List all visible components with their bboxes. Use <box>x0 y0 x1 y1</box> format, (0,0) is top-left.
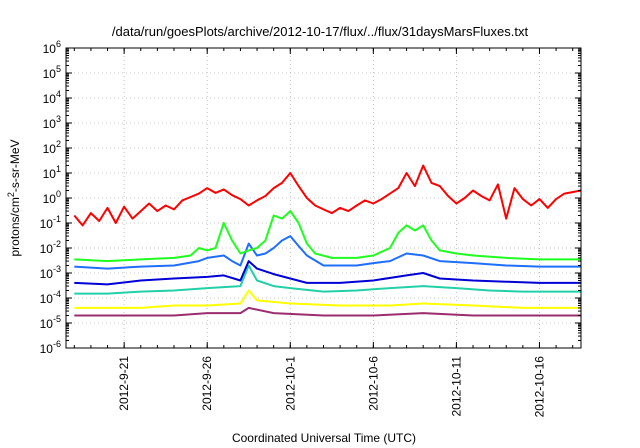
y-tick-label: 104 <box>43 89 61 106</box>
y-tick-label: 10-2 <box>40 239 61 256</box>
y-tick-label: 105 <box>43 64 61 81</box>
chart-title: /data/run/goesPlots/archive/2012-10-17/f… <box>112 24 529 39</box>
series-line <box>73 164 582 227</box>
y-tick-label: 102 <box>43 139 61 156</box>
y-tick-label: 10-1 <box>40 214 61 231</box>
y-axis-label: protons/cm2-s-sr-MeV <box>6 139 22 256</box>
y-tick-label: 10-3 <box>40 264 61 281</box>
series-line <box>74 264 581 295</box>
y-tick-label: 101 <box>43 164 61 181</box>
y-tick-label: 103 <box>43 114 61 131</box>
x-tick-label: 2012-10-11 <box>449 356 463 417</box>
series-line <box>74 289 581 309</box>
series-line <box>74 306 581 317</box>
x-tick-label: 2012-9-26 <box>200 356 214 411</box>
y-axis-label-rest: -s-sr-MeV <box>8 139 22 192</box>
x-axis-label: Coordinated Universal Time (UTC) <box>232 431 416 445</box>
y-tick-label: 10-6 <box>40 339 61 356</box>
y-tick-label: 106 <box>43 39 61 56</box>
x-ticks: 2012-9-21 2012-9-26 2012-10-1 2012-10-6 2012… <box>73 48 574 418</box>
x-tick-label: 2012-10-16 <box>532 356 546 418</box>
x-tick-label: 2012-10-6 <box>366 356 380 411</box>
series-line <box>74 235 581 270</box>
series-line <box>74 260 581 286</box>
y-tick-label: 100 <box>43 189 61 206</box>
y-axis-label-exponent: 2 <box>6 192 16 197</box>
y-axis-label-unit: protons/cm <box>8 197 22 256</box>
series-line <box>74 210 581 263</box>
y-tick-label: 10-5 <box>40 314 61 331</box>
x-tick-label: 2012-9-21 <box>117 356 131 411</box>
plot-series <box>73 164 582 317</box>
x-tick-label: 2012-10-1 <box>283 356 297 411</box>
y-ticks: 10-6 10-5 10-4 10-3 10-2 10-1 100 101 102 103 104 1… <box>40 39 581 356</box>
y-tick-label: 10-4 <box>40 289 61 306</box>
